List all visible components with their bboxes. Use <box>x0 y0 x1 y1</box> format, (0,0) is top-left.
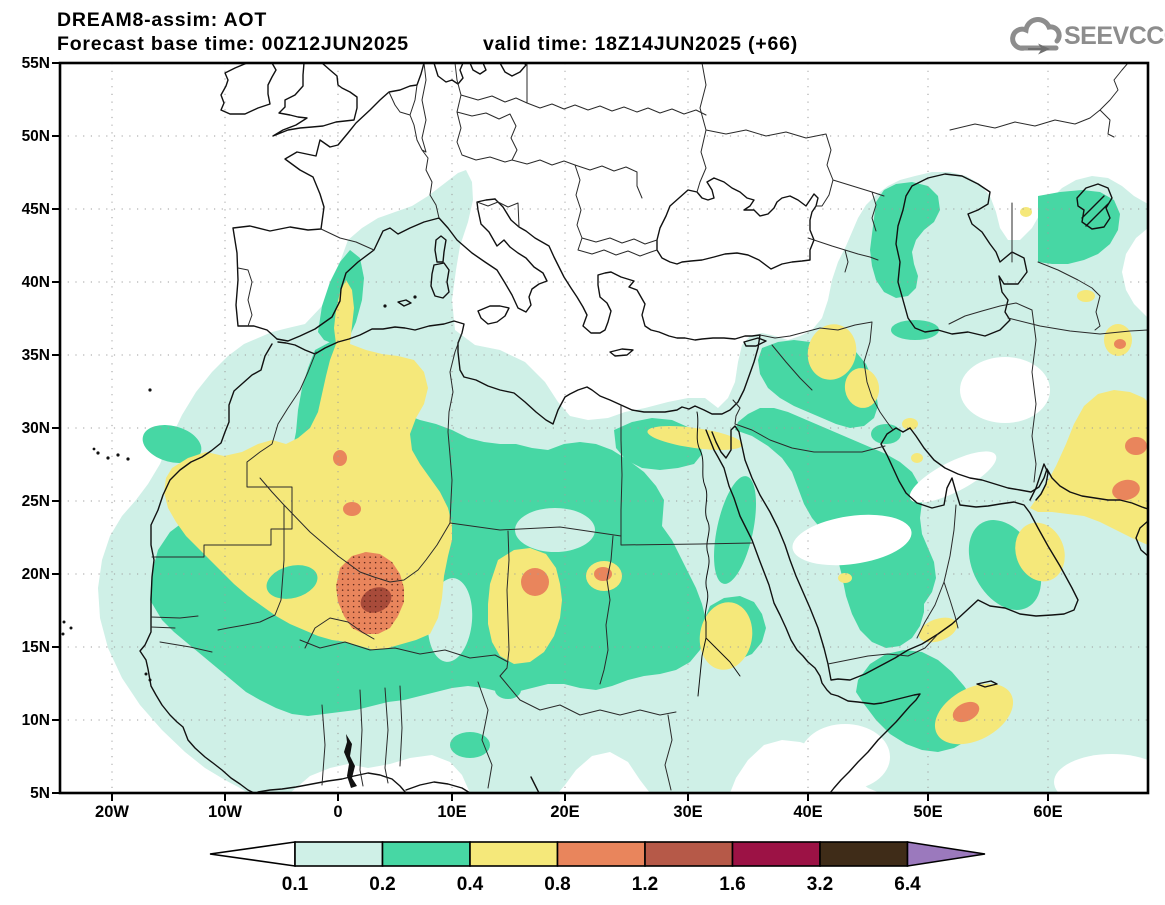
coast-musandam <box>1029 463 1049 501</box>
country-borders <box>150 63 1148 791</box>
logo-text: SEEVCCC <box>1064 22 1165 50</box>
aot-contour-field <box>60 63 1148 793</box>
coast-aral-sea <box>1076 183 1113 230</box>
borders-gulf-of-guinea-states <box>321 675 677 791</box>
coast-red-sea-africa-horn <box>705 429 921 793</box>
coast-ireland <box>220 63 277 115</box>
lat-label: 10N <box>22 712 50 729</box>
borders-libya-egypt-sudan <box>449 404 753 685</box>
colorbar-segment <box>294 841 384 867</box>
lon-label: 10W <box>208 803 242 821</box>
island-sardinia <box>430 262 450 299</box>
lat-label: 50N <box>22 128 50 145</box>
aot-holes-white-in-green <box>792 451 997 566</box>
borders-middle-east <box>732 321 959 665</box>
axis-ticks <box>52 62 1049 801</box>
lat-axis-labels: 55N 50N 45N 40N 35N 30N 25N 20N 15N 10N … <box>22 55 50 802</box>
lat-label: 25N <box>22 493 50 510</box>
borders-central-europe <box>454 63 576 228</box>
colorbar-segment <box>819 841 909 867</box>
lon-label: 60E <box>1033 803 1062 821</box>
colorbar-segment <box>644 841 734 867</box>
coast-indus <box>1135 520 1148 557</box>
island-cyprus <box>743 337 767 347</box>
colorbar-segment <box>469 841 559 867</box>
island-balearics <box>397 299 412 307</box>
valid-time: valid time: 18Z14JUN2025 (+66) <box>483 33 798 55</box>
lat-label: 30N <box>22 420 50 437</box>
colorbar-labels: 0.1 0.2 0.4 0.8 1.2 1.6 3.2 6.4 <box>282 874 921 895</box>
stipple-overlay <box>336 552 404 634</box>
colorbar-tick-label: 1.2 <box>632 874 658 895</box>
borders-balkans-east-europe <box>526 102 707 257</box>
coastlines <box>139 63 1148 793</box>
lon-label: 20W <box>95 803 129 821</box>
page-title: DREAM8-assim: AOT <box>57 9 267 31</box>
colorbar-tick-label: 0.1 <box>282 874 309 895</box>
lat-label: 20N <box>22 566 50 583</box>
lon-label: 30E <box>673 803 702 821</box>
colorbar-tick-label: 0.2 <box>369 874 395 895</box>
cloud-icon <box>1010 17 1062 51</box>
coast-britain <box>272 63 358 137</box>
lat-label: 55N <box>22 55 50 72</box>
coast-iran-gulf <box>909 427 1148 510</box>
colorbar-segment <box>381 841 471 867</box>
coast-gulf-of-guinea <box>257 772 540 793</box>
river-nile <box>696 411 741 697</box>
borders-ukraine-russia <box>696 63 885 232</box>
lon-label: 40E <box>793 803 822 821</box>
borders-northwest-africa <box>151 332 463 631</box>
island-crete <box>609 348 634 357</box>
lat-label: 40N <box>22 274 50 291</box>
borders-sahel <box>150 615 509 663</box>
map-frame: 55N 50N 45N 40N 35N 30N 25N 20N 15N 10N … <box>22 55 1150 821</box>
lat-label: 15N <box>22 639 50 656</box>
aot-hole-0.2-in-yellow <box>266 565 318 599</box>
borders-iran-central-asia <box>807 63 1148 483</box>
coast-denmark-baltic <box>433 63 527 85</box>
coast-west-africa <box>139 343 273 793</box>
aot-holes-0.1-in-green <box>427 508 595 662</box>
colorbar-segment <box>731 841 821 867</box>
lon-label: 10E <box>437 803 466 821</box>
island-socotra <box>976 680 998 688</box>
lon-label: 0 <box>333 803 342 821</box>
colorbar-arrow-below <box>209 841 296 867</box>
island-sicily <box>477 305 510 325</box>
seevccc-logo: SEEVCCC <box>1010 17 1165 55</box>
lat-label: 5N <box>30 785 50 802</box>
coast-levant-north-africa <box>277 320 761 425</box>
header: DREAM8-assim: AOT Forecast base time: 00… <box>57 9 798 55</box>
lat-label: 45N <box>22 201 50 218</box>
lake-volta <box>344 734 357 788</box>
forecast-base-time: Forecast base time: 00Z12JUN2025 <box>57 33 409 55</box>
colorbar-tick-label: 3.2 <box>807 874 833 895</box>
colorbar-arrow-above <box>906 841 986 867</box>
colorbar-tick-label: 6.4 <box>894 874 921 895</box>
aot-holes-below-0.1 <box>568 357 1148 793</box>
lon-label: 20E <box>550 803 579 821</box>
coast-black-sea <box>656 177 819 270</box>
island-corsica <box>434 235 447 263</box>
borders-western-europe <box>237 63 440 327</box>
colorbar-tick-label: 0.8 <box>544 874 570 895</box>
small-islands <box>61 295 417 682</box>
colorbar: 0.1 0.2 0.4 0.8 1.2 1.6 3.2 6.4 <box>209 841 986 895</box>
colorbar-tick-label: 0.4 <box>457 874 484 895</box>
coast-iberia-atlantic-europe <box>232 63 425 340</box>
colorbar-segment <box>556 841 646 867</box>
lon-label: 50E <box>913 803 942 821</box>
coast-balkans-greece-turkey <box>494 198 761 341</box>
coast-sinai-arabia <box>711 425 1079 681</box>
colorbar-tick-label: 1.6 <box>719 874 745 895</box>
lat-label: 35N <box>22 347 50 364</box>
lon-axis-labels: 20W 10W 0 10E 20E 30E 40E 50E 60E <box>95 803 1063 821</box>
coast-caspian-sea <box>895 173 1028 337</box>
logo-arrow-icon <box>1028 43 1050 55</box>
coast-mediterranean-north <box>276 198 548 342</box>
